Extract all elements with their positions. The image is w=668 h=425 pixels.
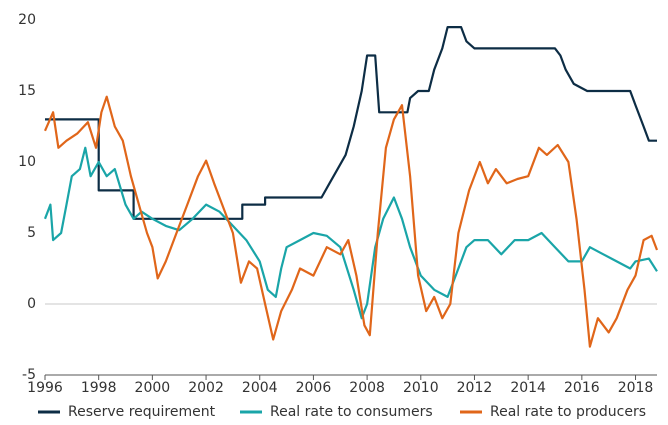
- y-tick-label: 10: [18, 154, 36, 170]
- x-tick-label: 2004: [242, 380, 278, 396]
- series-line: [43, 95, 659, 348]
- x-tick-label: 2006: [296, 380, 332, 396]
- x-tick-label: 2002: [188, 380, 224, 396]
- y-tick-label: 5: [27, 225, 36, 241]
- legend-label: Real rate to producers: [490, 404, 646, 420]
- y-tick-label: 15: [18, 83, 36, 99]
- x-tick-label: 2014: [510, 380, 546, 396]
- x-tick-label: 1998: [81, 380, 117, 396]
- series-line: [45, 26, 657, 220]
- x-tick-label: 2010: [403, 380, 439, 396]
- series-line: [43, 146, 658, 320]
- x-tick-label: 1996: [27, 380, 63, 396]
- x-tick-label: 2018: [618, 380, 654, 396]
- y-tick-label: 20: [18, 12, 36, 28]
- x-tick-label: 2008: [349, 380, 385, 396]
- legend-label: Real rate to consumers: [270, 404, 433, 420]
- legend-label: Reserve requirement: [68, 404, 216, 420]
- x-tick-label: 2000: [135, 380, 171, 396]
- x-tick-label: 2012: [457, 380, 493, 396]
- y-tick-label: -5: [22, 367, 36, 383]
- x-tick-label: 2016: [564, 380, 600, 396]
- y-tick-label: 0: [27, 296, 36, 312]
